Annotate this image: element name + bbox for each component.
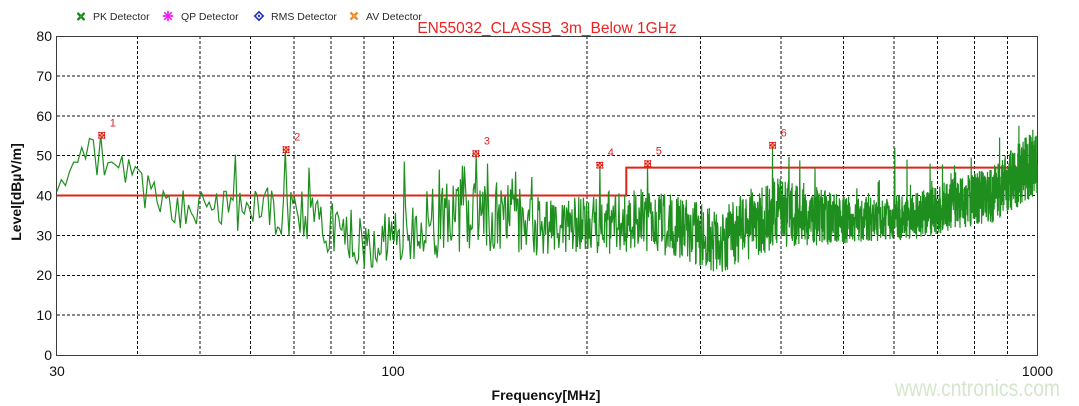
svg-text:40: 40 (36, 188, 52, 204)
svg-text:30: 30 (49, 363, 65, 379)
svg-text:10: 10 (36, 307, 52, 323)
svg-text:0: 0 (44, 347, 52, 363)
svg-text:5: 5 (656, 146, 662, 158)
svg-text:1000: 1000 (1022, 363, 1053, 379)
svg-text:3: 3 (484, 136, 490, 148)
svg-text:60: 60 (36, 108, 52, 124)
svg-text:100: 100 (381, 363, 405, 379)
svg-text:AV Detector: AV Detector (366, 11, 422, 23)
svg-text:4: 4 (608, 147, 614, 159)
svg-text:80: 80 (36, 28, 52, 44)
svg-text:RMS Detector: RMS Detector (271, 11, 337, 23)
svg-text:70: 70 (36, 68, 52, 84)
svg-text:2: 2 (294, 132, 300, 144)
svg-text:30: 30 (36, 227, 52, 243)
svg-text:PK Detector: PK Detector (93, 11, 150, 23)
svg-text:QP Detector: QP Detector (181, 11, 239, 23)
svg-text:50: 50 (36, 148, 52, 164)
svg-text:EN55032_CLASSB_3m_Below 1GHz: EN55032_CLASSB_3m_Below 1GHz (417, 20, 676, 37)
svg-text:6: 6 (781, 127, 787, 139)
svg-text:20: 20 (36, 267, 52, 283)
svg-text:www.cntronics.com: www.cntronics.com (894, 375, 1060, 401)
svg-text:Level[dBµV/m]: Level[dBµV/m] (8, 143, 24, 241)
svg-text:Frequency[MHz]: Frequency[MHz] (492, 387, 601, 403)
svg-text:1: 1 (110, 117, 116, 129)
